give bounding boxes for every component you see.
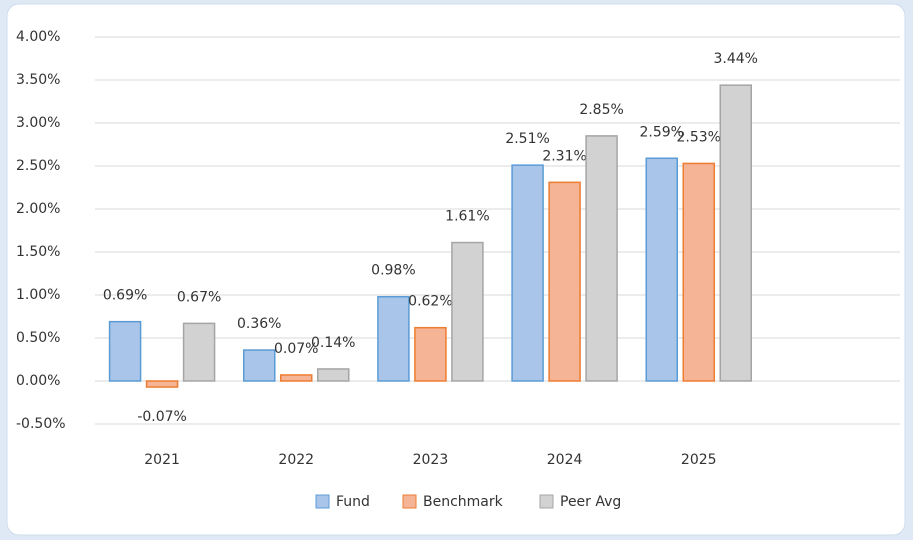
x-tick-label: 2025 bbox=[681, 452, 717, 468]
value-label: 1.61% bbox=[445, 209, 489, 225]
y-tick-label: 4.00% bbox=[16, 29, 60, 45]
x-tick-label: 2024 bbox=[547, 452, 583, 468]
bar bbox=[377, 295, 410, 382]
y-tick-label: 3.50% bbox=[16, 72, 60, 88]
y-tick-label: 1.50% bbox=[16, 244, 60, 260]
bar bbox=[585, 135, 618, 382]
bar bbox=[243, 349, 276, 382]
legend-swatch bbox=[539, 494, 554, 509]
value-label: 0.07% bbox=[274, 341, 318, 357]
value-label: -0.07% bbox=[137, 409, 187, 425]
value-label: 0.98% bbox=[371, 263, 415, 279]
bar bbox=[182, 322, 216, 382]
value-label: 2.51% bbox=[505, 131, 549, 147]
value-label: 0.69% bbox=[103, 288, 147, 304]
x-tick-label: 2021 bbox=[144, 452, 180, 468]
bar bbox=[145, 380, 179, 388]
value-label: 2.31% bbox=[542, 148, 586, 164]
legend-label: Fund bbox=[336, 494, 370, 510]
value-label: 0.67% bbox=[177, 289, 221, 305]
bar bbox=[511, 164, 544, 382]
y-tick-label: -0.50% bbox=[16, 416, 66, 432]
bar bbox=[548, 181, 581, 382]
legend-swatch bbox=[402, 494, 417, 509]
legend-swatch bbox=[315, 494, 330, 509]
y-tick-label: 1.00% bbox=[16, 287, 60, 303]
bar bbox=[280, 374, 313, 382]
y-tick-label: 3.00% bbox=[16, 115, 60, 131]
y-tick-label: 2.50% bbox=[16, 158, 60, 174]
y-tick-label: 2.00% bbox=[16, 201, 60, 217]
value-label: 0.62% bbox=[408, 294, 452, 310]
value-label: 0.36% bbox=[237, 316, 281, 332]
x-tick-label: 2023 bbox=[413, 452, 449, 468]
y-tick-label: 0.50% bbox=[16, 330, 60, 346]
bar bbox=[719, 84, 752, 382]
bar bbox=[317, 368, 350, 382]
x-tick-label: 2022 bbox=[278, 452, 314, 468]
value-label: 0.14% bbox=[311, 335, 355, 351]
bar bbox=[682, 162, 715, 382]
bar bbox=[645, 157, 678, 382]
value-label: 3.44% bbox=[714, 51, 758, 67]
bar bbox=[414, 326, 447, 382]
bar bbox=[108, 320, 142, 382]
legend-label: Peer Avg bbox=[560, 494, 621, 510]
legend-label: Benchmark bbox=[423, 494, 504, 510]
value-label: 2.59% bbox=[640, 124, 684, 140]
value-label: 2.53% bbox=[677, 129, 721, 145]
y-tick-label: 0.00% bbox=[16, 373, 60, 389]
value-label: 2.85% bbox=[579, 102, 623, 118]
bar bbox=[451, 241, 484, 382]
